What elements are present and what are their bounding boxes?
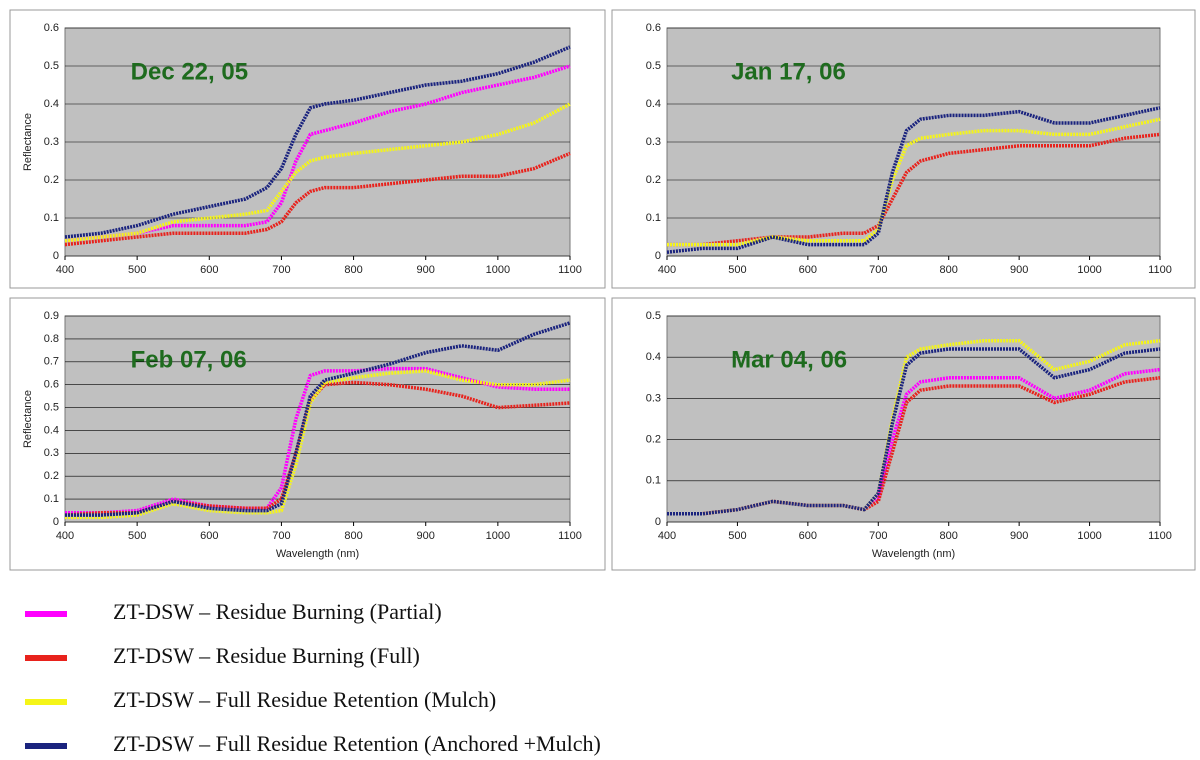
- y-tick-label: 0.9: [44, 310, 59, 322]
- x-tick-label: 800: [940, 264, 958, 276]
- x-tick-label: 1100: [1148, 264, 1172, 276]
- x-tick-label: 700: [272, 264, 290, 276]
- series-line: [64, 45, 571, 239]
- x-tick-label: 1000: [1077, 530, 1101, 542]
- x-tick-label: 900: [417, 530, 435, 542]
- y-tick-label: 0.1: [44, 493, 59, 505]
- y-tick-label: 0.1: [646, 212, 661, 224]
- y-tick-label: 0.2: [44, 470, 59, 482]
- series-line: [64, 102, 571, 243]
- annotation: Jan 17, 06: [731, 58, 846, 85]
- y-tick-label: 0: [655, 250, 661, 262]
- legend-swatch: [25, 655, 67, 661]
- x-tick-label: 500: [128, 530, 146, 542]
- series-line: [666, 106, 1161, 254]
- y-tick-label: 0.8: [44, 333, 59, 345]
- x-tick-label: 500: [128, 264, 146, 276]
- x-tick-label: 1000: [1077, 264, 1101, 276]
- x-tick-label: 400: [56, 264, 74, 276]
- y-tick-label: 0.7: [44, 356, 59, 368]
- legend-label: ZT-DSW – Residue Burning (Full): [113, 643, 420, 668]
- y-tick-label: 0.3: [646, 392, 661, 404]
- x-tick-label: 800: [344, 530, 362, 542]
- x-tick-label: 600: [799, 530, 817, 542]
- x-tick-label: 600: [200, 530, 218, 542]
- x-tick-label: 600: [799, 264, 817, 276]
- x-tick-label: 900: [1010, 264, 1028, 276]
- x-tick-label: 600: [200, 264, 218, 276]
- x-axis-label: Wavelength (nm): [872, 548, 955, 560]
- y-axis-label: Reflectance: [22, 113, 34, 171]
- series-line: [667, 347, 1161, 516]
- legend-label: ZT-DSW – Residue Burning (Partial): [113, 599, 442, 624]
- y-tick-label: 0.4: [646, 351, 661, 363]
- annotation: Feb 07, 06: [131, 346, 247, 373]
- x-tick-label: 700: [272, 530, 290, 542]
- series-line: [64, 151, 571, 247]
- y-tick-label: 0.6: [44, 379, 59, 391]
- series-line: [65, 366, 570, 515]
- x-tick-label: 1100: [558, 530, 582, 542]
- x-axis-label: Wavelength (nm): [276, 548, 359, 560]
- series-line: [65, 321, 571, 517]
- series-line: [667, 117, 1161, 247]
- x-tick-label: 800: [940, 530, 958, 542]
- y-tick-label: 0: [53, 516, 59, 528]
- x-tick-label: 700: [869, 530, 887, 542]
- series-line: [64, 64, 571, 243]
- x-tick-label: 800: [344, 264, 362, 276]
- legend-label: ZT-DSW – Full Residue Retention (Mulch): [113, 687, 496, 712]
- legend-swatch: [25, 743, 67, 749]
- y-tick-label: 0.3: [44, 447, 59, 459]
- legend-swatch: [25, 699, 67, 705]
- x-tick-label: 400: [56, 530, 74, 542]
- y-axis-label: Reflectance: [22, 390, 34, 448]
- x-tick-label: 700: [869, 264, 887, 276]
- x-tick-label: 1100: [1148, 530, 1172, 542]
- x-tick-label: 400: [658, 264, 676, 276]
- annotation: Dec 22, 05: [131, 58, 248, 85]
- y-tick-label: 0.5: [646, 310, 661, 322]
- x-tick-label: 1000: [486, 264, 510, 276]
- y-tick-label: 0: [655, 516, 661, 528]
- plot-area: [666, 315, 1161, 523]
- y-tick-label: 0.6: [646, 22, 661, 34]
- y-tick-label: 0.2: [646, 174, 661, 186]
- x-tick-label: 400: [658, 530, 676, 542]
- y-tick-label: 0.5: [646, 60, 661, 72]
- y-tick-label: 0.4: [44, 424, 59, 436]
- x-tick-label: 900: [1010, 530, 1028, 542]
- annotation: Mar 04, 06: [731, 346, 847, 373]
- y-tick-label: 0.4: [44, 98, 59, 110]
- x-tick-label: 900: [417, 264, 435, 276]
- legend-swatch: [25, 611, 67, 617]
- y-tick-label: 0.1: [646, 475, 661, 487]
- x-tick-label: 1100: [558, 264, 582, 276]
- y-tick-label: 0.2: [646, 434, 661, 446]
- y-tick-label: 0.1: [44, 212, 59, 224]
- x-tick-label: 500: [728, 530, 746, 542]
- y-tick-label: 0.3: [646, 136, 661, 148]
- series-line: [65, 369, 571, 520]
- y-tick-label: 0.2: [44, 174, 59, 186]
- x-tick-label: 1000: [486, 530, 510, 542]
- y-tick-label: 0.5: [44, 401, 59, 413]
- x-tick-label: 500: [728, 264, 746, 276]
- legend-label: ZT-DSW – Full Residue Retention (Anchore…: [113, 731, 601, 756]
- y-tick-label: 0: [53, 250, 59, 262]
- y-tick-label: 0.5: [44, 60, 59, 72]
- y-tick-label: 0.4: [646, 98, 661, 110]
- y-tick-label: 0.3: [44, 136, 59, 148]
- y-tick-label: 0.6: [44, 22, 59, 34]
